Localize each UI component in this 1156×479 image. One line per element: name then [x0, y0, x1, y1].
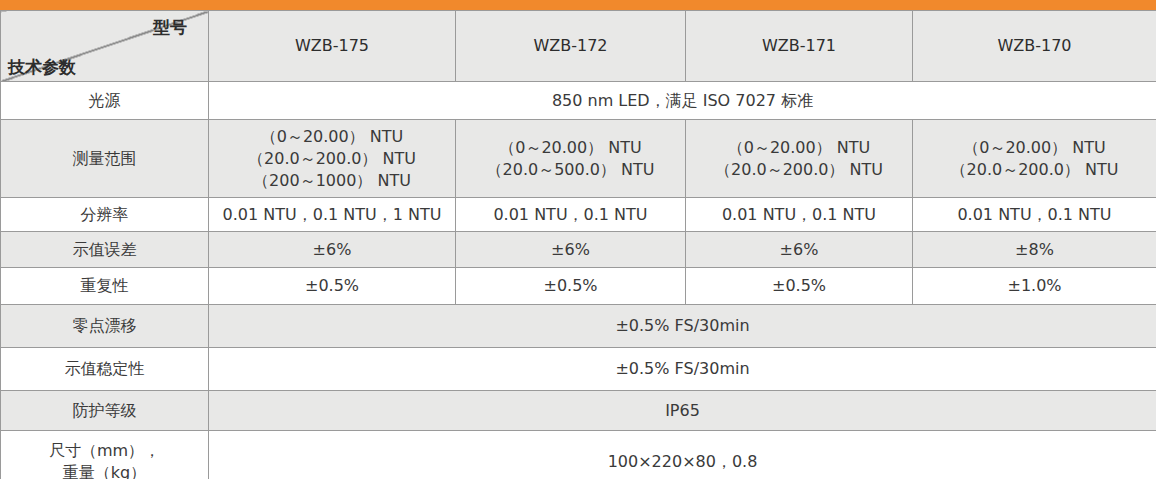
spec-value: 0.01 NTU，0.1 NTU，1 NTU — [209, 198, 456, 232]
spec-value-merged: ±0.5% FS/30min — [209, 305, 1156, 348]
row-label: 零点漂移 — [1, 305, 209, 348]
spec-value: ±6% — [209, 232, 456, 268]
row-indication-error: 示值误差 ±6% ±6% ±6% ±8% — [1, 232, 1156, 268]
spec-value-merged: ±0.5% FS/30min — [209, 348, 1156, 391]
corner-header-cell: 型号 技术参数 — [1, 11, 209, 82]
spec-value: 0.01 NTU，0.1 NTU — [686, 198, 913, 232]
spec-value-merged: IP65 — [209, 391, 1156, 431]
row-label: 示值误差 — [1, 232, 209, 268]
spec-value: ±8% — [913, 232, 1156, 268]
model-header-wzb-175: WZB-175 — [209, 11, 456, 82]
row-label: 尺寸（mm）， 重量（kg） — [1, 431, 209, 479]
spec-value: 0.01 NTU，0.1 NTU — [456, 198, 686, 232]
spec-value: （0～20.00） NTU （20.0～200.0） NTU （200～1000… — [209, 120, 456, 198]
spec-value: （0～20.00） NTU （20.0～200.0） NTU — [686, 120, 913, 198]
row-label: 示值稳定性 — [1, 348, 209, 391]
row-protection-rating: 防护等级 IP65 — [1, 391, 1156, 431]
row-resolution: 分辨率 0.01 NTU，0.1 NTU，1 NTU 0.01 NTU，0.1 … — [1, 198, 1156, 232]
corner-label-parameters: 技术参数 — [8, 56, 76, 78]
corner-label-model: 型号 — [153, 16, 187, 38]
row-label: 重复性 — [1, 268, 209, 305]
row-indication-stability: 示值稳定性 ±0.5% FS/30min — [1, 348, 1156, 391]
spec-value: ±1.0% — [913, 268, 1156, 305]
model-header-wzb-171: WZB-171 — [686, 11, 913, 82]
row-zero-drift: 零点漂移 ±0.5% FS/30min — [1, 305, 1156, 348]
top-accent-bar — [0, 0, 1156, 10]
row-label: 分辨率 — [1, 198, 209, 232]
row-measuring-range: 测量范围 （0～20.00） NTU （20.0～200.0） NTU （200… — [1, 120, 1156, 198]
table-header-row: 型号 技术参数 WZB-175 WZB-172 WZB-171 WZB-170 — [1, 11, 1156, 82]
spec-value: ±0.5% — [686, 268, 913, 305]
row-repeatability: 重复性 ±0.5% ±0.5% ±0.5% ±1.0% — [1, 268, 1156, 305]
spec-value-merged: 850 nm LED，满足 ISO 7027 标准 — [209, 82, 1156, 120]
spec-value: （0～20.00） NTU （20.0～500.0） NTU — [456, 120, 686, 198]
spec-value: ±6% — [456, 232, 686, 268]
spec-value: （0～20.00） NTU （20.0～200.0） NTU — [913, 120, 1156, 198]
row-label: 光源 — [1, 82, 209, 120]
spec-value: ±0.5% — [209, 268, 456, 305]
row-label: 防护等级 — [1, 391, 209, 431]
row-light-source: 光源 850 nm LED，满足 ISO 7027 标准 — [1, 82, 1156, 120]
spec-value: ±0.5% — [456, 268, 686, 305]
model-header-wzb-170: WZB-170 — [913, 11, 1156, 82]
model-header-wzb-172: WZB-172 — [456, 11, 686, 82]
spec-value-merged: 100×220×80，0.8 — [209, 431, 1156, 479]
row-label: 测量范围 — [1, 120, 209, 198]
spec-table: 型号 技术参数 WZB-175 WZB-172 WZB-171 WZB-170 … — [0, 10, 1156, 479]
spec-value: ±6% — [686, 232, 913, 268]
spec-value: 0.01 NTU，0.1 NTU — [913, 198, 1156, 232]
row-dimensions-weight: 尺寸（mm）， 重量（kg） 100×220×80，0.8 — [1, 431, 1156, 479]
